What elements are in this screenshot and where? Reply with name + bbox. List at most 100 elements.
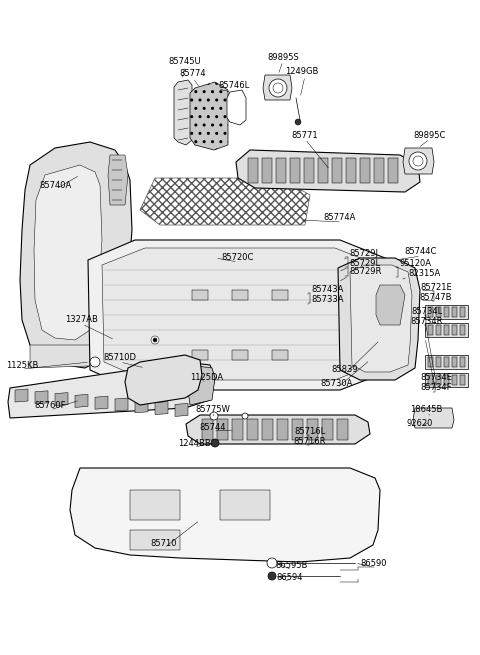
Polygon shape <box>262 158 272 183</box>
Polygon shape <box>337 419 348 440</box>
Text: 1125DA: 1125DA <box>191 373 224 383</box>
Text: 85740A: 85740A <box>40 181 72 189</box>
Circle shape <box>268 572 276 580</box>
Circle shape <box>210 412 218 420</box>
Circle shape <box>242 413 248 419</box>
Circle shape <box>269 79 287 97</box>
Text: 82315A: 82315A <box>408 269 440 278</box>
Circle shape <box>295 119 301 125</box>
Polygon shape <box>436 307 441 317</box>
Bar <box>272 350 288 360</box>
Polygon shape <box>452 357 457 367</box>
Text: 85734E: 85734E <box>420 373 452 383</box>
Polygon shape <box>70 468 380 562</box>
Polygon shape <box>290 158 300 183</box>
Bar <box>272 290 288 300</box>
Bar <box>130 490 180 520</box>
Text: 85774A: 85774A <box>324 214 356 223</box>
Polygon shape <box>276 158 286 183</box>
Text: 85747B: 85747B <box>420 293 452 301</box>
Text: 85839: 85839 <box>332 365 358 375</box>
Polygon shape <box>75 394 88 407</box>
Polygon shape <box>360 158 370 183</box>
Polygon shape <box>318 158 328 183</box>
Polygon shape <box>444 325 449 335</box>
Polygon shape <box>425 373 468 387</box>
Text: 85729J: 85729J <box>349 248 378 257</box>
Circle shape <box>409 152 427 170</box>
Polygon shape <box>460 307 465 317</box>
Circle shape <box>413 156 423 166</box>
Text: 1125KB: 1125KB <box>6 360 38 369</box>
Polygon shape <box>307 419 318 440</box>
Polygon shape <box>388 158 398 183</box>
Polygon shape <box>428 307 433 317</box>
Polygon shape <box>227 90 246 125</box>
Polygon shape <box>436 357 441 367</box>
Polygon shape <box>35 391 48 403</box>
Circle shape <box>267 558 277 568</box>
Bar <box>232 290 248 300</box>
Polygon shape <box>247 419 258 440</box>
Polygon shape <box>425 323 468 337</box>
Polygon shape <box>460 357 465 367</box>
Text: 85734R: 85734R <box>411 316 443 326</box>
Polygon shape <box>428 325 433 335</box>
Polygon shape <box>350 265 412 372</box>
Text: 1249GB: 1249GB <box>285 67 319 77</box>
Text: 85716L: 85716L <box>294 426 325 436</box>
Polygon shape <box>15 389 28 402</box>
Polygon shape <box>8 362 215 418</box>
Text: 85744C: 85744C <box>405 248 437 257</box>
Polygon shape <box>444 357 449 367</box>
Polygon shape <box>262 419 273 440</box>
Polygon shape <box>34 165 102 340</box>
Polygon shape <box>20 142 132 368</box>
Text: 89895C: 89895C <box>414 130 446 140</box>
Text: 85710: 85710 <box>151 540 177 548</box>
Polygon shape <box>140 178 310 225</box>
Polygon shape <box>125 355 202 405</box>
Text: 86590: 86590 <box>361 559 387 567</box>
Polygon shape <box>292 419 303 440</box>
Polygon shape <box>452 375 457 385</box>
Polygon shape <box>30 345 115 368</box>
Polygon shape <box>436 375 441 385</box>
Circle shape <box>273 83 283 93</box>
Polygon shape <box>175 403 188 417</box>
Polygon shape <box>236 150 420 192</box>
Polygon shape <box>232 419 243 440</box>
Text: 85771: 85771 <box>292 130 318 140</box>
Polygon shape <box>444 375 449 385</box>
Polygon shape <box>346 158 356 183</box>
Bar <box>130 530 180 550</box>
Text: 85775W: 85775W <box>195 405 230 415</box>
Polygon shape <box>460 325 465 335</box>
Polygon shape <box>55 392 68 405</box>
Polygon shape <box>190 82 228 150</box>
Text: 95120A: 95120A <box>399 259 431 267</box>
Polygon shape <box>108 155 128 205</box>
Polygon shape <box>403 148 434 174</box>
Polygon shape <box>186 415 370 444</box>
Text: 85743A: 85743A <box>311 284 343 293</box>
Polygon shape <box>425 355 468 369</box>
Polygon shape <box>188 365 215 405</box>
Circle shape <box>90 357 100 367</box>
Text: 85744: 85744 <box>200 422 226 432</box>
Text: 85746L: 85746L <box>218 81 249 90</box>
Text: 85716R: 85716R <box>294 436 326 445</box>
Polygon shape <box>376 285 405 325</box>
Polygon shape <box>452 307 457 317</box>
Polygon shape <box>88 240 392 390</box>
Polygon shape <box>115 398 128 411</box>
Polygon shape <box>444 307 449 317</box>
Text: 85734F: 85734F <box>420 383 452 392</box>
Text: 85760F: 85760F <box>34 402 66 411</box>
Polygon shape <box>428 375 433 385</box>
Text: 89895S: 89895S <box>267 52 299 62</box>
Polygon shape <box>322 419 333 440</box>
Polygon shape <box>277 419 288 440</box>
Polygon shape <box>217 419 228 440</box>
Text: 85730A: 85730A <box>321 379 353 388</box>
